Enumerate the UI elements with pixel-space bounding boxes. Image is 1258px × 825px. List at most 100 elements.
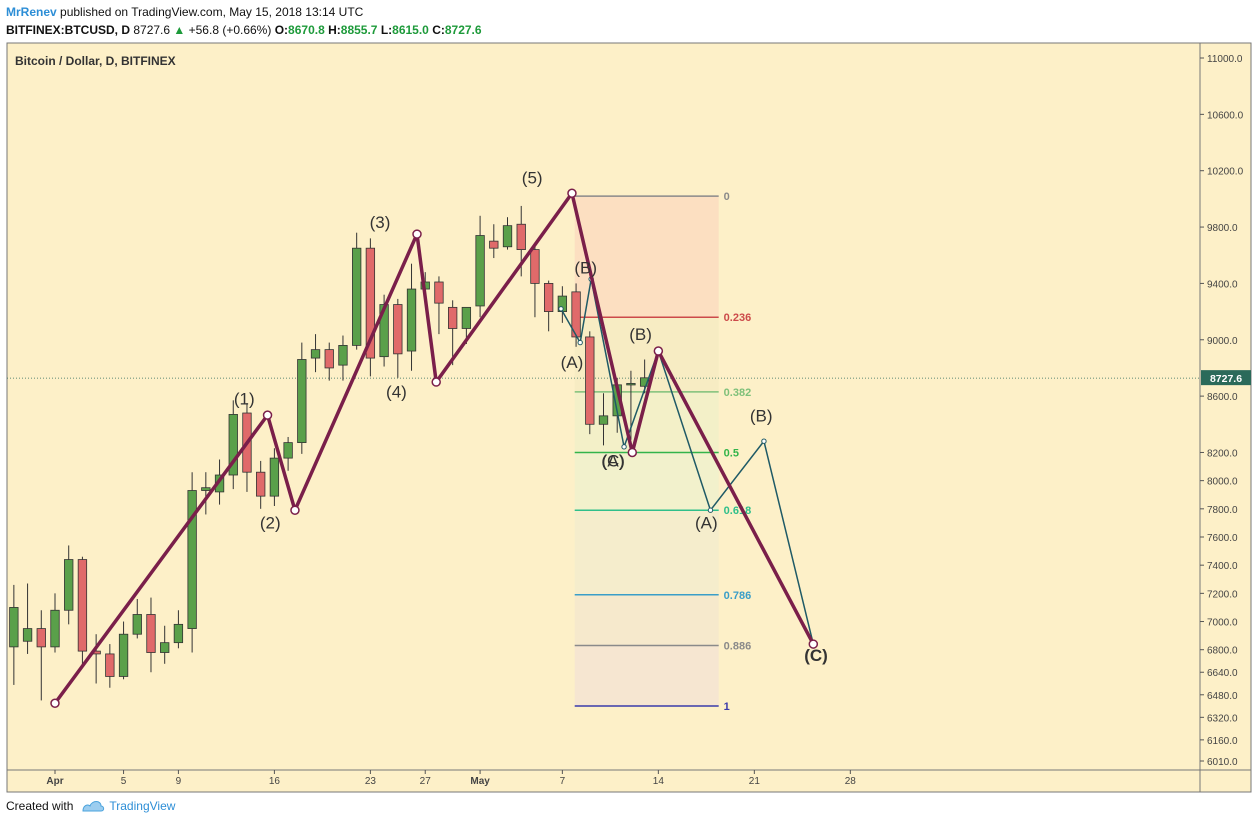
candle-body[interactable] — [132, 614, 142, 635]
symbol-info: BITFINEX:BTCUSD, D 8727.6 ▲ +56.8 (+0.66… — [6, 23, 482, 37]
y-tick-label: 11000.0 — [1207, 54, 1243, 65]
created-with-text: Created with — [6, 799, 74, 813]
candle-body[interactable] — [310, 349, 321, 359]
fib-level-label: 0.5 — [724, 447, 739, 459]
fib-level-label: 0 — [724, 191, 730, 203]
y-tick-label: 6640.0 — [1207, 668, 1238, 679]
wave-label: (2) — [260, 514, 281, 533]
candle-body[interactable] — [489, 240, 499, 249]
wave-node[interactable] — [808, 639, 819, 649]
candle-body[interactable] — [598, 415, 609, 425]
candle-body[interactable] — [187, 490, 197, 629]
tradingview-brand-link[interactable]: TradingView — [109, 799, 176, 813]
candle-body[interactable] — [338, 344, 348, 366]
y-tick-label: 7800.0 — [1207, 505, 1238, 516]
wave-node[interactable] — [431, 377, 441, 387]
high-label: H: — [328, 23, 341, 37]
wave-label: (A) — [695, 514, 718, 533]
wave-node[interactable] — [262, 410, 273, 420]
candle-body[interactable] — [201, 487, 211, 491]
fib-zone — [574, 510, 719, 595]
open-label: O: — [274, 23, 289, 37]
last-price-tag-label: 8727.6 — [1210, 373, 1242, 385]
y-tick-label: 8200.0 — [1207, 448, 1238, 459]
candle-body[interactable] — [585, 336, 595, 425]
publish-info: MrRenev published on TradingView.com, Ma… — [6, 5, 363, 19]
wave-node[interactable] — [627, 447, 638, 458]
x-tick-label: 21 — [749, 776, 761, 787]
candle-body[interactable] — [324, 349, 334, 369]
candle-body[interactable] — [146, 614, 156, 653]
high-value: 8855.7 — [340, 23, 378, 37]
fib-zone — [574, 594, 719, 646]
wave-label: (B) — [574, 259, 597, 278]
time-axis[interactable] — [6, 769, 1201, 793]
x-tick-label: 5 — [121, 776, 127, 787]
candle-body[interactable] — [626, 383, 636, 386]
candle-body[interactable] — [160, 642, 170, 653]
candle-body[interactable] — [228, 414, 238, 476]
x-tick-label: 28 — [845, 776, 857, 787]
y-tick-label: 6800.0 — [1207, 646, 1238, 657]
wave-label: (4) — [386, 383, 407, 402]
fib-level-label: 0.886 — [724, 640, 752, 652]
close-label: C: — [432, 23, 445, 37]
candle-body[interactable] — [406, 288, 417, 352]
candle-body[interactable] — [543, 283, 554, 312]
candle-body[interactable] — [9, 607, 19, 648]
tradingview-logo-icon — [82, 801, 105, 812]
y-tick-label: 7200.0 — [1207, 589, 1238, 600]
fib-level-label: 0.382 — [724, 387, 752, 399]
wave-node[interactable] — [50, 698, 60, 708]
candle-body[interactable] — [77, 559, 88, 652]
x-tick-label: 9 — [176, 776, 182, 787]
wave-node[interactable] — [567, 188, 577, 198]
candle-body[interactable] — [434, 281, 444, 304]
published-text: published on TradingView.com, May 15, 20… — [60, 5, 364, 19]
x-tick-label: 16 — [269, 776, 281, 787]
x-tick-label: 23 — [365, 776, 377, 787]
wave-label: (5) — [522, 168, 543, 187]
candle-body[interactable] — [64, 559, 74, 611]
candle-body[interactable] — [475, 235, 485, 307]
candle-body[interactable] — [50, 609, 60, 648]
chart-title: Bitcoin / Dollar, D, BITFINEX — [15, 54, 176, 68]
x-tick-label: May — [470, 776, 490, 787]
author-link[interactable]: MrRenev — [6, 5, 57, 19]
low-label: L: — [380, 23, 393, 37]
candle-body[interactable] — [36, 628, 46, 648]
candle-body[interactable] — [530, 249, 540, 284]
y-tick-label: 9400.0 — [1207, 279, 1238, 290]
close-value: 8727.6 — [444, 23, 482, 37]
x-tick-label: 7 — [560, 776, 566, 787]
y-tick-label: 7600.0 — [1207, 533, 1238, 544]
candle-body[interactable] — [105, 653, 115, 677]
open-value: 8670.8 — [288, 23, 325, 37]
candle-body[interactable] — [516, 223, 526, 250]
candle-body[interactable] — [461, 306, 472, 329]
candle-body[interactable] — [393, 304, 403, 355]
candle-body[interactable] — [269, 457, 280, 497]
candle-body[interactable] — [352, 247, 362, 346]
candle-body[interactable] — [173, 623, 184, 644]
candle-body[interactable] — [256, 471, 266, 497]
price-change: +56.8 (+0.66%) — [188, 23, 272, 37]
candle-body[interactable] — [448, 306, 458, 329]
wave-node[interactable] — [290, 505, 300, 515]
last-price: 8727.6 — [133, 23, 171, 37]
candle-body[interactable] — [118, 633, 129, 677]
candle-body[interactable] — [297, 359, 307, 444]
wave-node[interactable] — [412, 229, 422, 239]
wave-label: (A) — [561, 353, 584, 372]
candle-body[interactable] — [365, 247, 376, 359]
low-value: 8615.0 — [392, 23, 429, 37]
wave-node[interactable] — [653, 346, 664, 356]
forecast-path[interactable] — [560, 279, 815, 645]
candle-body[interactable] — [502, 225, 513, 248]
candle-body[interactable] — [283, 442, 293, 459]
candle-body[interactable] — [571, 291, 581, 338]
candle-body[interactable] — [22, 628, 33, 642]
x-tick-label: 14 — [653, 776, 665, 787]
price-axis[interactable] — [1199, 42, 1252, 771]
